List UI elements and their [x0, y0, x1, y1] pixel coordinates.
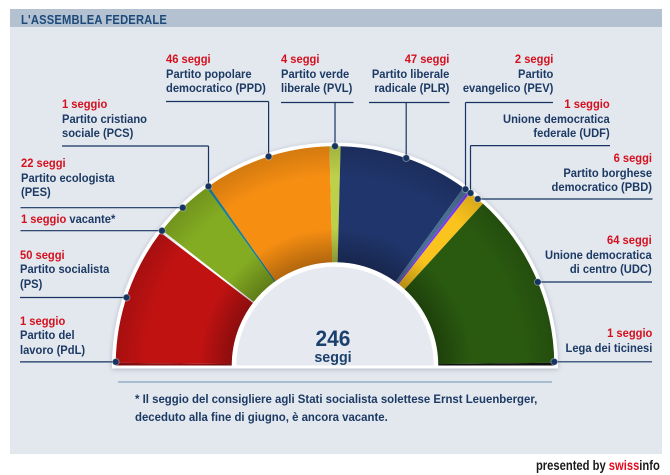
label-plr: 47 seggi Partito liberale radicale (PLR) [372, 52, 450, 96]
seat-count-ps: 50 seggi [20, 247, 65, 262]
vacant-suffix: vacante* [65, 211, 115, 226]
title-bar: L'ASSEMBLEA FEDERALE [10, 9, 662, 27]
label-ps: 50 seggi Partito socialista (PS) [20, 248, 109, 292]
seat-count-udf: 1 seggio [564, 97, 610, 111]
dot-pes [178, 203, 187, 212]
seat-count-udc: 64 seggi [607, 233, 652, 247]
party-name-pvl-1: liberale (PVL) [281, 81, 353, 96]
party-name-udc-0: Unione democratica [545, 247, 652, 262]
dot-pbd [473, 195, 482, 203]
party-name-pbd-1: democratico (PBD) [552, 180, 653, 195]
footnote-line-1: * Il seggio del consigliere agli Stati s… [135, 392, 538, 406]
party-name-pes-1: (PES) [20, 185, 51, 200]
total-seats-value: 246 [315, 325, 351, 351]
page-title: L'ASSEMBLEA FEDERALE [21, 11, 168, 27]
dot-udf [466, 189, 475, 197]
party-name-pvl-0: Partito verde [281, 66, 350, 81]
total-seats-label: 246 seggi [257, 325, 409, 366]
seat-count-pcs: 1 seggio [62, 97, 108, 111]
label-pcs: 1 seggio Partito cristiano sociale (PCS) [62, 97, 147, 141]
label-pbd: 6 seggi Partito borghese democratico (PBD) [552, 151, 652, 195]
label-udf: 1 seggio Unione democratica federale (UDF) [503, 97, 610, 141]
label-udc: 64 seggi Unione democratica di centro (UDC… [545, 233, 652, 277]
party-name-udc-1: di centro (UDC) [570, 262, 652, 277]
party-name-pcs-1: sociale (PCS) [62, 126, 134, 141]
party-name-ppd-0: Partito popolare [166, 66, 252, 81]
dot-pev [461, 185, 470, 194]
total-seats-unit: seggi [314, 348, 352, 366]
party-name-lega-0: Lega dei ticinesi [565, 340, 652, 355]
party-name-plr-1: radicale (PLR) [374, 81, 450, 96]
party-name-pev-0: Partito [517, 66, 553, 81]
seat-count-pvl: 4 seggi [281, 52, 320, 66]
party-name-ppd-1: democratico (PPD) [166, 81, 266, 96]
dot-udc [533, 278, 542, 286]
party-name-pcs-0: Partito cristiano [62, 111, 147, 126]
party-name-pdl-0: Partito del [20, 328, 75, 343]
dot-pvl [331, 142, 339, 151]
dot-pcs [204, 182, 213, 191]
party-name-pbd-0: Partito borghese [563, 165, 653, 180]
party-name-udf-0: Unione democratica [503, 111, 610, 126]
label-pes: 22 seggi Partito ecologista (PES) [21, 156, 115, 200]
seat-count-pes: 22 seggi [20, 156, 66, 170]
seat-count-pbd: 6 seggi [614, 151, 653, 165]
credit-brand-black: info [639, 457, 660, 473]
party-name-udf-1: federale (UDF) [533, 126, 610, 141]
party-name-pev-1: evangelico (PEV) [462, 81, 553, 96]
seat-count-plr: 47 seggi [404, 52, 450, 66]
dot-pdl [111, 358, 120, 366]
dot-vacante [158, 226, 166, 235]
party-name-ps-1: (PS) [20, 276, 43, 291]
label-vacante: 1 seggio vacante* [21, 212, 115, 227]
credit: presented by swissinfo [536, 457, 660, 473]
footnote: * Il seggio del consigliere agli Stati s… [135, 391, 537, 426]
label-ppd: 46 seggi Partito popolare democratico (PPD… [166, 52, 266, 96]
party-name-plr-0: Partito liberale [371, 66, 450, 81]
dot-ppd [264, 152, 273, 161]
connector-dots [111, 142, 559, 366]
party-name-pes-0: Partito ecologista [20, 170, 115, 185]
dot-ps [122, 293, 131, 302]
label-pvl: 4 seggi Partito verde liberale (PVL) [281, 52, 352, 96]
seat-count-pev: 2 seggi [514, 52, 553, 66]
footnote-divider [118, 381, 552, 383]
party-name-pdl-1: lavoro (PdL) [20, 342, 86, 357]
credit-brand-red: swiss [608, 457, 640, 473]
label-pev: 2 seggi Partito evangelico (PEV) [462, 52, 553, 96]
seat-count-lega: 1 seggio [606, 326, 652, 340]
seat-count-vacante: 1 seggio [20, 211, 66, 226]
label-pdl: 1 seggio Partito del lavoro (PdL) [20, 314, 85, 358]
label-lega: 1 seggio Lega dei ticinesi [565, 326, 652, 355]
party-name-ps-0: Partito socialista [20, 262, 110, 277]
credit-prefix: presented by [536, 457, 609, 473]
dot-plr [402, 154, 411, 162]
seat-count-ppd: 46 seggi [166, 52, 211, 66]
dot-lega [550, 357, 559, 366]
footnote-line-2: deceduto alla fine di giugno, è ancora v… [135, 409, 388, 424]
seat-count-pdl: 1 seggio [20, 313, 66, 328]
connectors [20, 100, 653, 363]
